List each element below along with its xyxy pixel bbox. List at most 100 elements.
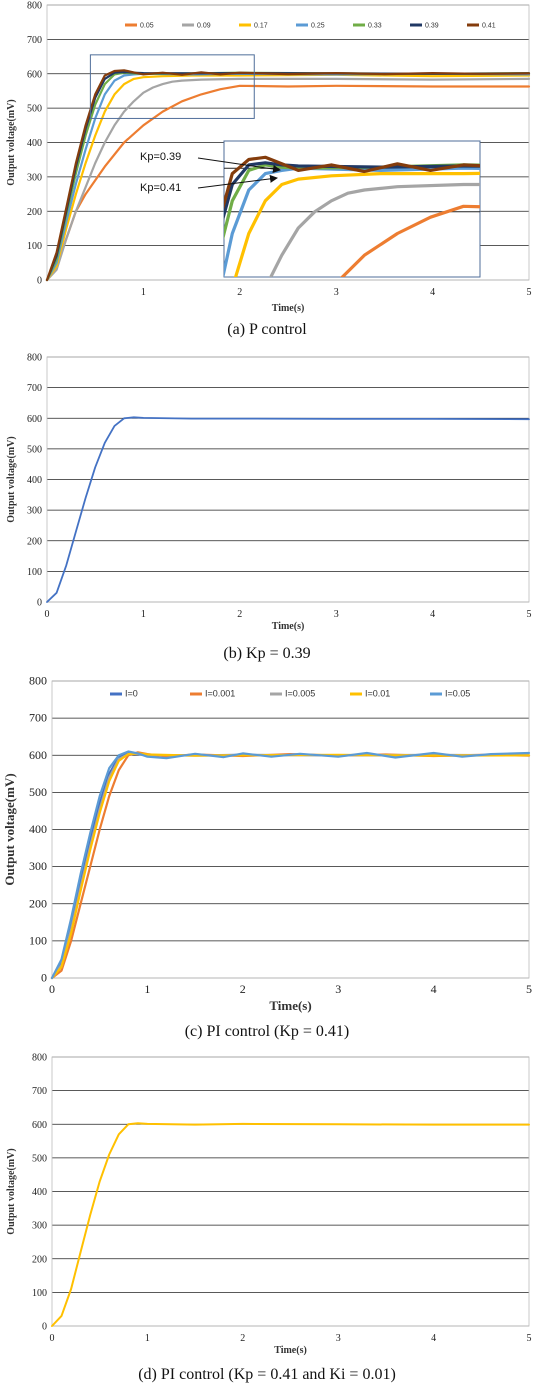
x-tick-label: 2 [240,1333,245,1344]
y-tick-label: 800 [27,353,42,364]
legend-label: 0.09 [197,23,211,30]
y-tick-label: 400 [27,475,42,486]
chart-caption: (d) PI control (Kp = 0.41 and Ki = 0.01) [138,1366,396,1383]
y-tick-label: 500 [27,104,42,115]
series-line [50,751,531,980]
inset-series-line [269,182,480,277]
callout-label: Kp=0.39 [140,151,181,163]
series-line [50,752,531,980]
y-tick-label: 300 [32,1221,47,1232]
x-axis-title: Time(s) [269,998,311,1013]
series-line [45,73,531,282]
series-line [45,69,531,282]
y-tick-label: 700 [27,35,42,46]
legend-label: I=0.05 [445,689,470,699]
chart-c: 0 100 200 300 400 500 600 700 800 0 1 2 3 4 5 Time(s) Ou… [2,674,532,1041]
x-tick-label: 0 [49,982,55,996]
y-tick-label: 200 [32,1254,47,1265]
x-tick-label: 2 [237,287,242,298]
plot-frame [46,4,530,281]
legend-label: 0.17 [254,23,268,30]
y-tick-label: 200 [27,536,42,547]
x-axis-title: Time(s) [272,303,305,314]
y-tick-label: 300 [27,506,42,517]
zoom-region-box [89,54,255,119]
x-tick-label: 1 [141,287,146,298]
x-tick-label: 4 [430,609,435,620]
y-tick-label: 100 [29,933,47,947]
inset-plot [224,155,480,277]
y-tick-label: 500 [32,1153,47,1164]
y-tick-label: 200 [27,207,42,218]
series-line [50,750,531,980]
y-tick-label: 700 [27,383,42,394]
chart-caption: (b) Kp = 0.39 [223,645,310,662]
x-tick-label: 0 [50,1333,55,1344]
x-tick-label: 3 [334,287,339,298]
callout-arrow [197,174,278,189]
x-axis-title: Time(s) [272,621,305,632]
y-tick-label: 700 [29,711,47,725]
y-tick-label: 400 [27,138,42,149]
callout-arrow [197,157,281,173]
x-tick-label: 4 [431,1333,436,1344]
inset-series-line [233,171,480,277]
series-line [50,752,531,980]
legend-label: I=0.01 [365,689,390,699]
plot-frame [51,680,530,979]
y-tick-label: 100 [27,567,42,578]
series-line [51,1122,530,1327]
legend-label: 0.39 [425,23,439,30]
y-tick-label: 300 [27,172,42,183]
legend-label: 0.33 [368,23,382,30]
y-tick-label: 800 [32,1053,47,1064]
y-tick-label: 0 [37,598,42,609]
x-tick-label: 2 [237,609,242,620]
chart-caption: (a) P control [227,321,307,338]
y-tick-label: 300 [29,859,47,873]
inset-series-line [224,166,480,277]
y-tick-label: 600 [29,748,47,762]
inset-series-line [224,163,480,240]
x-tick-label: 3 [335,982,341,996]
legend-label: 0.41 [482,23,496,30]
plot-frame [46,356,530,603]
y-tick-label: 600 [27,69,42,80]
y-tick-label: 800 [29,674,47,688]
x-tick-label: 3 [334,609,339,620]
x-tick-label: 5 [527,609,532,620]
y-tick-label: 100 [27,241,42,252]
series-line [46,416,530,603]
series-line [50,752,531,980]
y-tick-label: 500 [27,444,42,455]
callout-label: Kp=0.41 [140,182,181,194]
x-tick-label: 5 [527,1333,532,1344]
y-tick-label: 600 [32,1120,47,1131]
x-tick-label: 4 [430,287,435,298]
chart-d: 0 100 200 300 400 500 600 700 800 0 1 2 3 4 5 Time(s) Ou… [6,1053,532,1384]
y-tick-label: 600 [27,414,42,425]
y-axis-title: Output voltage(mV) [6,99,17,185]
chart-b: 0 100 200 300 400 500 600 700 800 0 1 2 3 4 5 Time(s) Ou… [6,353,532,663]
x-tick-label: 1 [141,609,146,620]
x-tick-label: 5 [526,982,532,996]
legend-label: I=0 [125,689,138,699]
y-tick-label: 0 [41,971,47,985]
chart-caption: (c) PI control (Kp = 0.41) [185,1023,350,1040]
x-tick-label: 2 [240,982,246,996]
legend-label: I=0.005 [285,689,315,699]
y-tick-label: 0 [37,276,42,287]
y-axis-title: Output voltage(mV) [6,436,17,522]
x-tick-label: 0 [45,609,50,620]
legend-label: 0.05 [140,23,154,30]
series-line [45,77,531,282]
y-tick-label: 800 [27,1,42,12]
chart-a: 0 100 200 300 400 500 600 700 800 1 2 3 4 5 Time(s) Out… [6,1,532,339]
x-tick-label: 3 [336,1333,341,1344]
y-tick-label: 400 [29,822,47,836]
y-axis-title: Output voltage(mV) [2,773,17,885]
x-tick-label: 1 [145,1333,150,1344]
y-axis-title: Output voltage(mV) [6,1148,17,1234]
legend-label: I=0.001 [205,689,235,699]
y-tick-label: 100 [32,1288,47,1299]
